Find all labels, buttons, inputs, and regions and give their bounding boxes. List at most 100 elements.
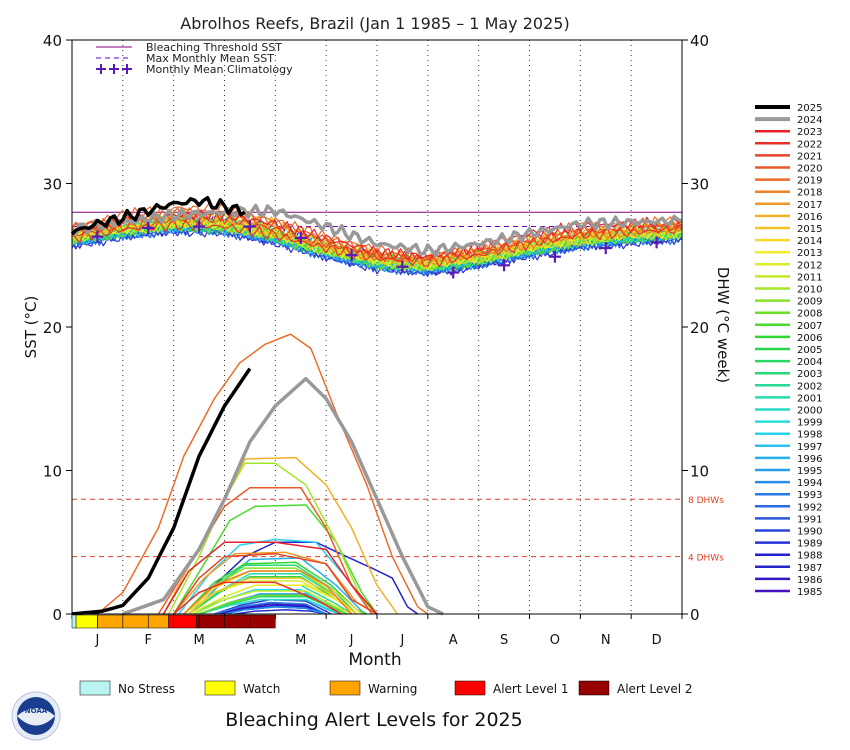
y-tick-label-right-0: 0 — [690, 606, 700, 624]
x-tick-label-6: J — [349, 633, 354, 648]
year-legend-label-2019: 2019 — [797, 176, 822, 187]
y-axis-label-left: SST (°C) — [22, 296, 40, 359]
y-tick-label-left-30: 30 — [43, 176, 62, 194]
plot-background — [72, 40, 682, 614]
y-tick-label-right-10: 10 — [690, 463, 709, 481]
year-legend-label-1988: 1988 — [797, 551, 822, 562]
alert-bar-segment-0 — [71, 614, 77, 629]
dhw-line-1985 — [219, 603, 327, 615]
year-legend-label-1992: 1992 — [797, 502, 822, 513]
climatology-marker-9 — [498, 259, 511, 272]
year-legend-label-2015: 2015 — [797, 224, 822, 235]
climatology-marker-5 — [294, 232, 307, 245]
dhw-line-2024 — [122, 376, 444, 616]
legend-climatology-marker — [96, 64, 132, 74]
noaa-logo-text: NOAA — [25, 707, 48, 715]
inner-legend: Bleaching Threshold SST Max Monthly Mean… — [96, 41, 293, 76]
month-gridlines — [122, 40, 632, 614]
year-legend-label-1993: 1993 — [797, 490, 822, 501]
legend-climatology: Monthly Mean Climatology — [146, 63, 293, 76]
alert-legend-swatch-3 — [454, 680, 486, 696]
year-legend-label-1990: 1990 — [797, 527, 822, 538]
year-legend-label-1997: 1997 — [797, 442, 822, 453]
alert-legend-label-4: Alert Level 2 — [617, 682, 693, 696]
dhw-line-2019 — [96, 333, 429, 615]
dhw-line-2017 — [173, 551, 378, 615]
x-tick-label-9: S — [500, 633, 508, 648]
dhw-line-2015 — [188, 577, 358, 615]
year-legend-label-2009: 2009 — [797, 297, 822, 308]
alert-bar-segment-1 — [75, 614, 98, 629]
year-legend-label-2001: 2001 — [797, 393, 822, 404]
alert-bar-segment-4 — [196, 614, 276, 629]
alert-legend-label-3: Alert Level 1 — [493, 682, 569, 696]
year-legend-label-2004: 2004 — [797, 357, 822, 368]
year-legend-label-2021: 2021 — [797, 151, 822, 162]
alert-legend-label-0: No Stress — [118, 682, 175, 696]
year-legend-label-1999: 1999 — [797, 418, 822, 429]
year-legend-label-1996: 1996 — [797, 454, 822, 465]
year-legend-label-2007: 2007 — [797, 321, 822, 332]
dhw-series — [71, 333, 444, 616]
dhw-line-1993 — [214, 601, 327, 615]
year-legend-label-2024: 2024 — [797, 115, 822, 126]
dhw-threshold-label-1: 4 DHWs — [688, 554, 724, 564]
climatology-marker-2 — [142, 221, 155, 234]
alert-legend-label-2: Warning — [368, 682, 417, 696]
climatology-marker-1 — [91, 230, 104, 243]
y-tick-label-right-40: 40 — [690, 32, 709, 50]
climatology-marker-7 — [396, 260, 409, 273]
dhw-line-2023 — [162, 541, 378, 615]
x-tick-label-5: M — [295, 633, 306, 648]
dhw-line-2006 — [183, 561, 368, 615]
x-tick-label-2: F — [145, 633, 152, 648]
year-legend-label-1995: 1995 — [797, 466, 822, 477]
climatology-marker-8 — [447, 266, 460, 279]
year-legend-label-1994: 1994 — [797, 478, 822, 489]
legend-max-monthly-mean: Max Monthly Mean SST — [146, 52, 274, 65]
noaa-logo: NOAA — [11, 691, 61, 741]
x-tick-label-4: A — [245, 633, 254, 648]
year-legend-label-1986: 1986 — [797, 575, 822, 586]
year-legend-label-2006: 2006 — [797, 333, 822, 344]
dhw-line-2021 — [173, 552, 378, 615]
climatology-marker-4 — [243, 220, 256, 233]
x-tick-label-3: M — [193, 633, 204, 648]
plot-area — [72, 40, 682, 614]
alert-bar-segment-3 — [168, 614, 197, 629]
dhw-line-2011 — [193, 590, 352, 615]
year-legend-label-2002: 2002 — [797, 381, 822, 392]
x-tick-label-8: A — [449, 633, 458, 648]
y-tick-label-right-30: 30 — [690, 176, 709, 194]
axes: 0 10 20 30 40 0 10 20 30 40 J F M A M J J A S O N D — [43, 32, 709, 648]
climatology-marker-10 — [548, 250, 561, 263]
dhw-line-2018 — [183, 570, 353, 615]
alert-legend-label-1: Watch — [243, 682, 280, 696]
x-tick-label-10: O — [550, 633, 560, 648]
y-axis-label-right: DHW (°C week) — [714, 267, 732, 383]
y-tick-label-right-20: 20 — [690, 319, 709, 337]
alert-legend-swatch-4 — [578, 680, 610, 696]
year-legend-label-1987: 1987 — [797, 563, 822, 574]
year-legend-label-2025: 2025 — [797, 103, 822, 114]
sst-line-2011 — [71, 220, 683, 272]
sst-line-2025 — [70, 195, 246, 236]
year-legend-label-2003: 2003 — [797, 369, 822, 380]
y-tick-label-left-0: 0 — [52, 606, 62, 624]
year-legend-label-2016: 2016 — [797, 212, 822, 223]
alert-legend-swatch-2 — [329, 680, 361, 696]
alert-legend: No Stress Watch Warning Alert Level 1 Alert … — [79, 680, 693, 696]
x-tick-label-11: N — [601, 633, 611, 648]
y-tick-label-left-40: 40 — [43, 32, 62, 50]
dhw-line-2022 — [173, 581, 342, 615]
legend-bleaching-threshold: Bleaching Threshold SST — [146, 41, 282, 54]
climatology-marker-11 — [599, 242, 612, 255]
year-legend-label-1989: 1989 — [797, 539, 822, 550]
year-legend-label-2005: 2005 — [797, 345, 822, 356]
year-legend-label-2010: 2010 — [797, 285, 822, 296]
year-legend-label-1991: 1991 — [797, 514, 822, 525]
year-legend-label-2017: 2017 — [797, 200, 822, 211]
alert-bar-segment-2 — [97, 614, 169, 629]
chart-title: Abrolhos Reefs, Brazil (Jan 1 1985 – 1 M… — [180, 14, 569, 33]
